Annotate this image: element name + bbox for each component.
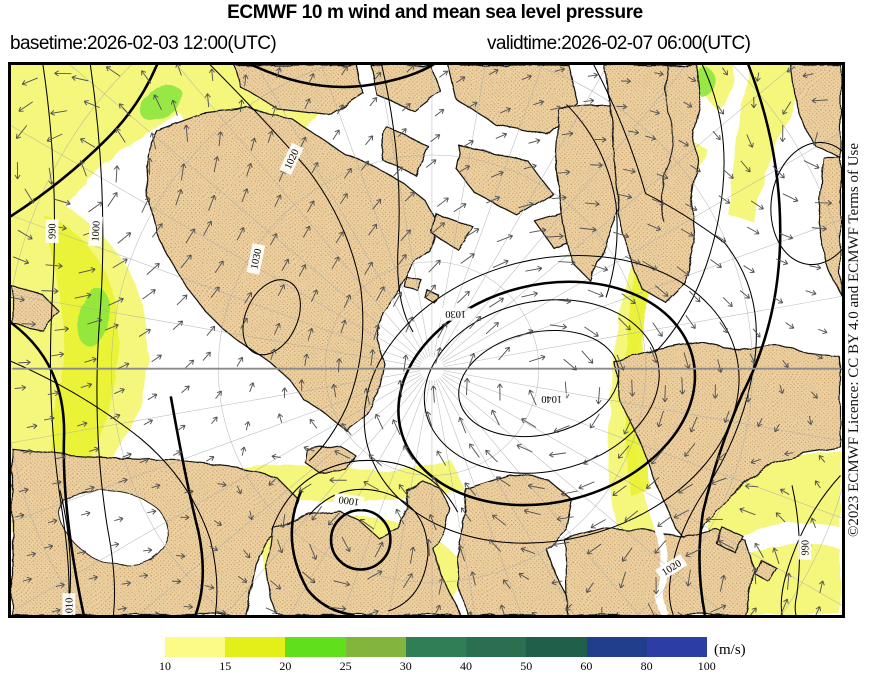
- legend-tick: 30: [399, 659, 412, 673]
- legend-tick: 80: [640, 659, 653, 673]
- legend-tick: 25: [339, 659, 352, 673]
- isobar-gulf-2: [780, 475, 841, 615]
- shade-bright-left: [42, 213, 119, 491]
- legend-units: (m/s): [714, 642, 746, 658]
- isobar-pole-arc: [381, 65, 414, 333]
- isobar-thick-low-arm: [290, 489, 354, 615]
- shade-band-topleft: [11, 65, 240, 256]
- land-arch-island-3: [455, 145, 554, 216]
- svg-text:1030: 1030: [249, 248, 264, 271]
- legend-segment: [466, 637, 527, 657]
- isobar-contours: [11, 65, 842, 615]
- land-gulf-island-2: [753, 558, 777, 582]
- legend-segment: [285, 637, 346, 657]
- isobar-label: 1030: [440, 308, 471, 321]
- shade-band-topright-edge: [726, 65, 805, 224]
- legend-segment: [526, 637, 587, 657]
- shade-green-2: [77, 287, 111, 347]
- legend-tick: 10: [159, 659, 171, 673]
- legend-tick: 15: [219, 659, 232, 673]
- isobar-low-arc-2: [271, 459, 459, 531]
- white-channel: [654, 526, 669, 615]
- land-greenland: [146, 107, 439, 432]
- isobar-topright-arc: [655, 65, 725, 353]
- svg-text:990: 990: [48, 223, 59, 239]
- land-ellesmere: [233, 65, 364, 116]
- isobar-label: 990: [798, 535, 811, 560]
- chart-title: ECMWF 10 m wind and mean sea level press…: [227, 2, 643, 23]
- isobar-canada: [11, 360, 218, 615]
- svg-text:1030: 1030: [445, 308, 466, 319]
- isobar-thick-top: [249, 65, 435, 89]
- legend-segment: [165, 637, 226, 657]
- isobar-990-gulf: [791, 485, 801, 615]
- isobar-label: 1040: [536, 393, 567, 406]
- wind-speed-legend: 10 15 20 25 30 40 50 60 80 100 (m/s): [159, 637, 865, 677]
- isobar-baffin-arc: [566, 104, 618, 298]
- isobar-1035-ring: [423, 299, 660, 474]
- shade-band-gulf-2: [725, 543, 841, 615]
- basetime-label: basetime:2026-02-03 12:00(UTC): [10, 33, 277, 54]
- isobar-1025-ring: [363, 255, 740, 544]
- wind-arrows: [11, 65, 833, 615]
- svg-text:1040: 1040: [541, 393, 562, 404]
- legend-tick: 100: [697, 659, 716, 673]
- legend-tick: 50: [520, 659, 533, 673]
- legend-segment: [646, 637, 707, 657]
- isobar-low-arc-1: [308, 488, 429, 612]
- svg-text:1000: 1000: [338, 493, 360, 507]
- isobar-thick-hudson: [169, 396, 205, 615]
- legend-tick: 40: [460, 659, 472, 673]
- isobar-1030-greenland: [242, 279, 301, 356]
- isobar-1040-ring: [458, 329, 620, 438]
- svg-text:1010: 1010: [64, 598, 75, 615]
- legend-tick: 60: [580, 659, 593, 673]
- svg-text:990: 990: [800, 540, 811, 556]
- isobar-1000-left: [89, 65, 116, 615]
- land-masses: [11, 65, 842, 615]
- legend-segment: [225, 637, 286, 657]
- isobar-label: 1030: [246, 243, 266, 275]
- isobar-low-core: [329, 508, 392, 571]
- isobar-990-left: [42, 65, 70, 615]
- license-text: ©2023 ECMWF Licence: CC BY 4.0 and ECMWF…: [846, 142, 862, 538]
- isobar-1020-greenland: [209, 65, 364, 462]
- legend-segment: [405, 637, 467, 657]
- land-right-edge: [817, 157, 842, 296]
- isobar-label: 1000: [88, 215, 104, 247]
- isobar-label: 1000: [333, 492, 365, 510]
- isobar-thick-left-edge: [11, 321, 85, 615]
- legend-tick: 20: [279, 659, 292, 673]
- svg-text:1000: 1000: [90, 221, 102, 242]
- legend-segment: [345, 637, 406, 657]
- land-arch-island-5: [431, 212, 475, 250]
- validtime-label: validtime:2026-02-07 06:00(UTC): [487, 33, 751, 54]
- land-arch-island-4: [379, 125, 429, 177]
- legend-segment: [586, 637, 647, 657]
- land-arch-island-1: [369, 65, 441, 112]
- river-line: [660, 65, 674, 224]
- legend-colorbar: [165, 637, 707, 657]
- isobar-label: 990: [45, 219, 59, 244]
- isobar-label: 1010: [62, 593, 75, 615]
- map-frame: 990 1000 1020 1030 1030 1040 1000 1020 990 1010: [8, 62, 845, 618]
- legend-ticks: 10 15 20 25 30 40 50 60 80 100: [159, 657, 716, 673]
- land-arch-island-2: [447, 65, 579, 135]
- isobar-topright-ring: [770, 141, 842, 266]
- isobar-1030-high-thick: [397, 280, 697, 507]
- land-kola: [455, 473, 574, 615]
- land-gulf-island-1: [716, 527, 744, 553]
- isobar-thick-right: [698, 65, 782, 615]
- shade-green-1: [138, 85, 183, 120]
- land-topright-corner: [791, 65, 842, 159]
- isobar-thick-topleft: [11, 65, 159, 218]
